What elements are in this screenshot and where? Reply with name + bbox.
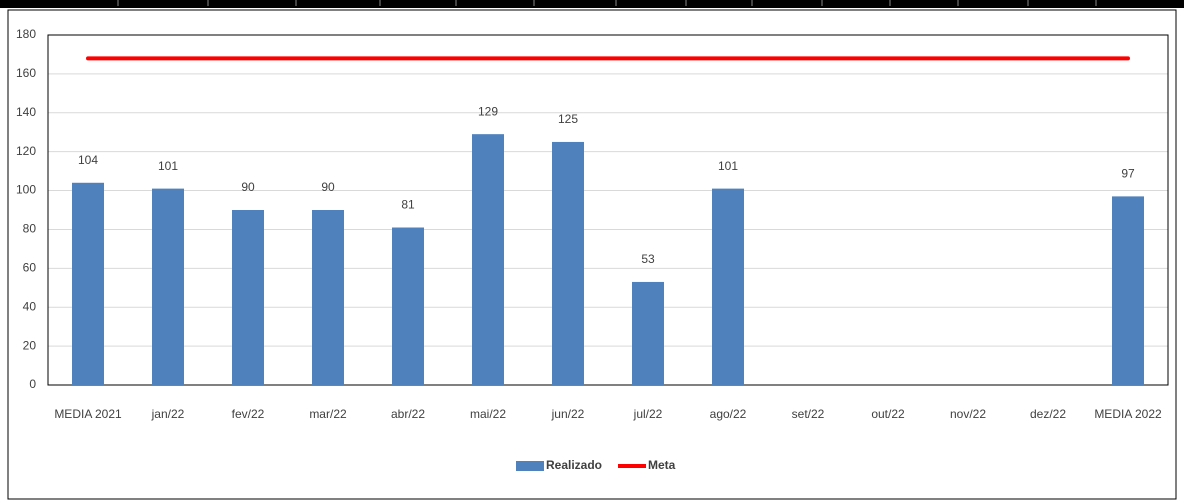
y-tick-label: 60	[23, 261, 37, 275]
bar	[312, 210, 344, 385]
x-tick-label: ago/22	[710, 407, 747, 421]
y-tick-label: 20	[23, 338, 37, 352]
y-tick-label: 160	[16, 66, 36, 80]
x-tick-label: set/22	[792, 407, 825, 421]
sheet-border	[0, 0, 1184, 8]
legend-label: Realizado	[546, 458, 602, 472]
x-tick-label: nov/22	[950, 407, 986, 421]
bar	[152, 188, 184, 385]
data-label: 97	[1121, 167, 1135, 181]
x-tick-label: mar/22	[309, 407, 347, 421]
data-label: 101	[158, 159, 178, 173]
bar	[392, 227, 424, 385]
x-tick-label: jul/22	[633, 407, 663, 421]
x-tick-label: dez/22	[1030, 407, 1066, 421]
data-label: 53	[641, 252, 655, 266]
data-label: 125	[558, 112, 578, 126]
y-tick-label: 140	[16, 105, 36, 119]
y-tick-label: 40	[23, 299, 37, 313]
data-label: 90	[321, 180, 335, 194]
bar	[232, 210, 264, 385]
data-label: 101	[718, 159, 738, 173]
bar	[712, 188, 744, 385]
bar	[552, 141, 584, 385]
bar	[632, 281, 664, 385]
x-tick-label: MEDIA 2022	[1094, 407, 1162, 421]
x-tick-label: abr/22	[391, 407, 425, 421]
y-tick-label: 120	[16, 144, 36, 158]
y-tick-label: 180	[16, 27, 36, 41]
x-tick-label: MEDIA 2021	[54, 407, 122, 421]
x-tick-label: jan/22	[151, 407, 185, 421]
y-tick-label: 80	[23, 222, 37, 236]
cell-separators	[117, 0, 1097, 6]
data-label: 90	[241, 180, 255, 194]
y-tick-label: 100	[16, 183, 36, 197]
bar	[472, 134, 504, 385]
legend-label: Meta	[648, 458, 676, 472]
data-label: 104	[78, 153, 98, 167]
y-tick-label: 0	[29, 377, 36, 391]
x-tick-label: jun/22	[551, 407, 585, 421]
chart-frame	[7, 9, 1177, 500]
x-tick-label: mai/22	[470, 407, 506, 421]
data-label: 81	[401, 198, 415, 212]
x-tick-label: out/22	[871, 407, 905, 421]
plot-border	[47, 34, 1169, 386]
data-label: 129	[478, 104, 498, 118]
bar	[1112, 196, 1144, 385]
x-tick-label: fev/22	[232, 407, 265, 421]
legend-swatch	[516, 461, 544, 471]
bar	[72, 182, 104, 385]
